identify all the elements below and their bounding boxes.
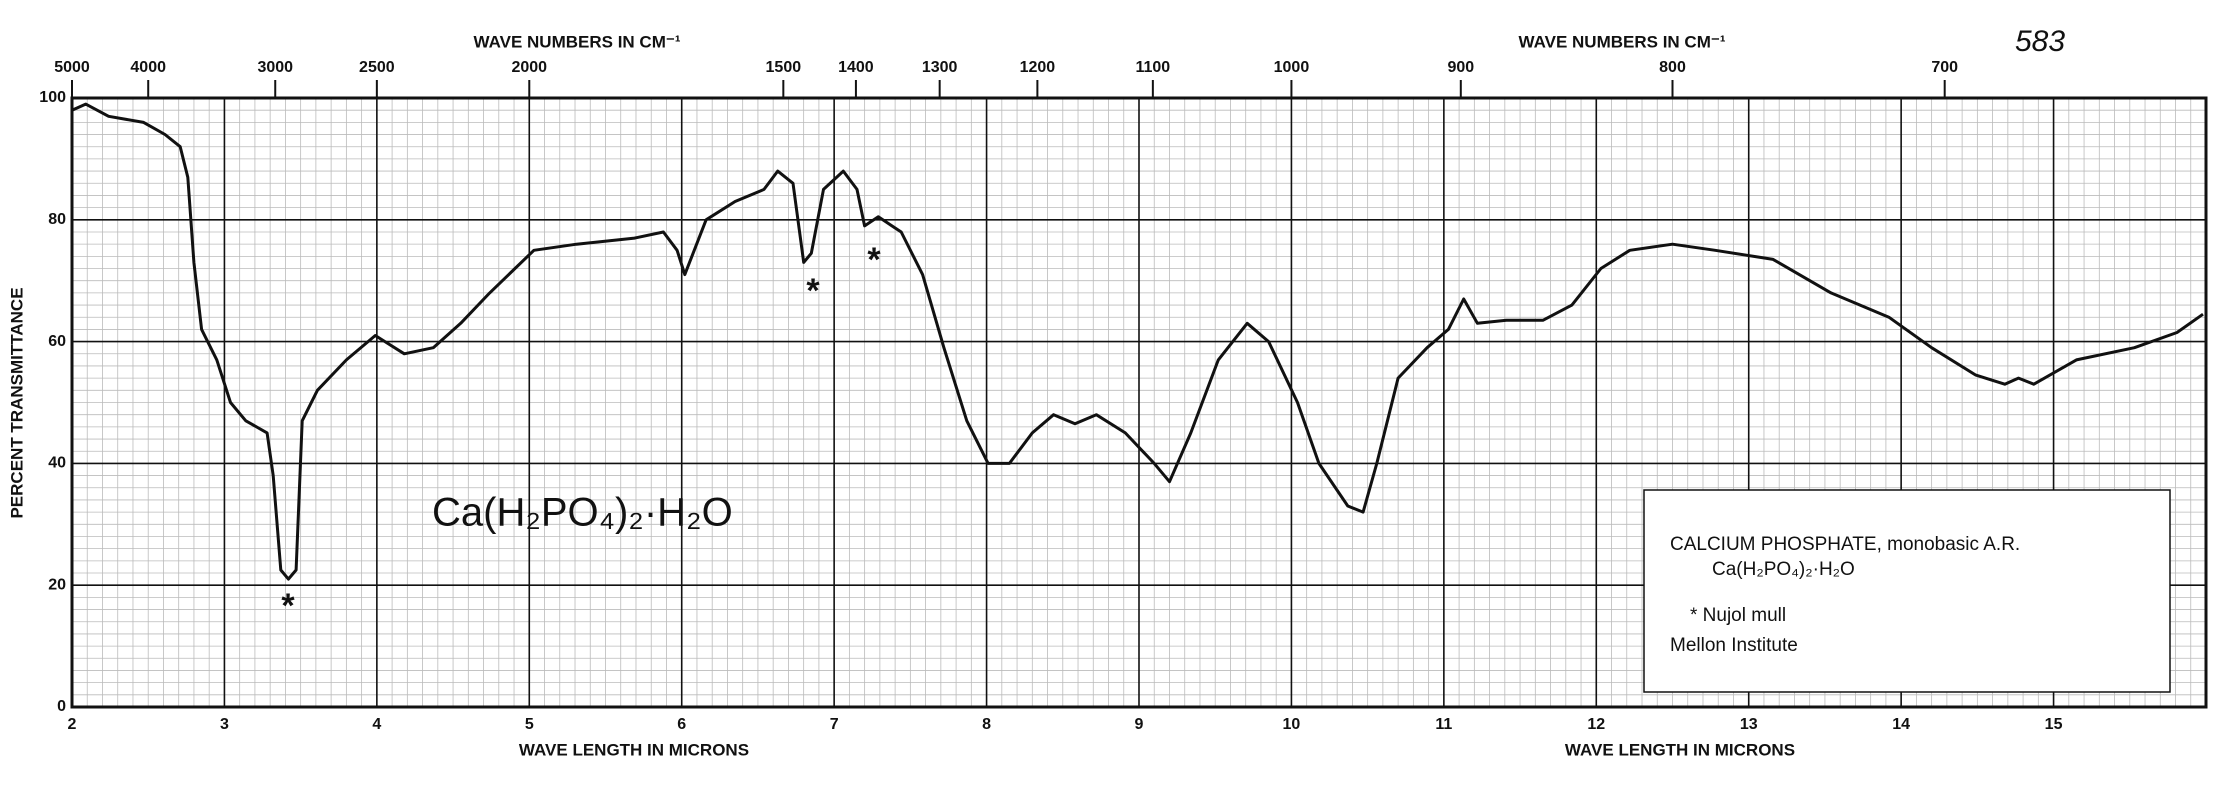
y-tick-label: 0 bbox=[57, 698, 66, 715]
x2-tick-label: 1300 bbox=[922, 59, 958, 76]
top-axis-title: WAVE NUMBERS IN CM⁻¹ bbox=[474, 32, 681, 51]
x-tick-label: 3 bbox=[220, 716, 229, 733]
asterisk: * bbox=[281, 587, 295, 625]
spectrum-line bbox=[71, 102, 2204, 581]
x2-tick-label: 1500 bbox=[766, 59, 802, 76]
x-tick-label: 9 bbox=[1135, 716, 1144, 733]
x2-tick-label: 5000 bbox=[54, 59, 90, 76]
x2-tick-label: 700 bbox=[1931, 59, 1958, 76]
x-tick-label: 8 bbox=[982, 716, 991, 733]
x-tick-label: 11 bbox=[1435, 716, 1452, 733]
legend-line: CALCIUM PHOSPHATE, monobasic A.R. bbox=[1670, 534, 2020, 555]
legend-line: * Nujol mull bbox=[1690, 605, 1786, 626]
x-tick-label: 13 bbox=[1740, 716, 1758, 733]
y-axis-title: PERCENT TRANSMITTANCE bbox=[7, 287, 26, 518]
x-axis-title: WAVE LENGTH IN MICRONS bbox=[519, 740, 749, 759]
plot-frame bbox=[70, 96, 2208, 709]
x2-tick-label: 1200 bbox=[1020, 59, 1056, 76]
legend-line: Ca(H₂PO₄)₂·H₂O bbox=[1712, 559, 1855, 580]
x-tick-label: 7 bbox=[830, 716, 839, 733]
legend-line: Mellon Institute bbox=[1670, 635, 1798, 656]
x2-tick-label: 1000 bbox=[1274, 59, 1310, 76]
y-tick-label: 80 bbox=[48, 211, 66, 228]
x-tick-label: 5 bbox=[525, 716, 534, 733]
x-tick-label: 6 bbox=[677, 716, 686, 733]
x-axis-title: WAVE LENGTH IN MICRONS bbox=[1565, 740, 1795, 759]
y-tick-label: 20 bbox=[48, 576, 66, 593]
x2-tick-label: 1100 bbox=[1135, 59, 1170, 76]
asterisk: * bbox=[806, 272, 820, 310]
y-tick-label: 100 bbox=[39, 89, 66, 106]
x2-tick-label: 900 bbox=[1447, 59, 1474, 76]
top-axis-title: WAVE NUMBERS IN CM⁻¹ bbox=[1519, 32, 1726, 51]
asterisk: * bbox=[867, 241, 881, 279]
x2-tick-label: 4000 bbox=[130, 59, 166, 76]
x2-tick-label: 3000 bbox=[257, 59, 293, 76]
x2-tick-label: 2500 bbox=[359, 59, 395, 76]
x2-tick-label: 2000 bbox=[511, 59, 547, 76]
legend-frame bbox=[1643, 489, 2171, 693]
x-tick-label: 2 bbox=[68, 716, 77, 733]
formula-annotation: Ca(H₂PO₄)₂·H₂O bbox=[432, 491, 733, 535]
y-tick-label: 40 bbox=[48, 455, 66, 472]
x-tick-label: 12 bbox=[1587, 716, 1605, 733]
x-tick-label: 15 bbox=[2045, 716, 2063, 733]
x-tick-label: 4 bbox=[372, 716, 381, 733]
legend-box: CALCIUM PHOSPHATE, monobasic A.R. Ca(H₂P… bbox=[1643, 489, 2171, 693]
x-tick-label: 14 bbox=[1892, 716, 1910, 733]
x-tick-label: 10 bbox=[1283, 716, 1301, 733]
x2-tick-label: 1400 bbox=[838, 59, 874, 76]
page-number: 583 bbox=[2015, 25, 2065, 58]
y-tick-label: 60 bbox=[48, 333, 66, 350]
x2-tick-label: 800 bbox=[1659, 59, 1686, 76]
plot-area: 0 20 40 60 80 100 2 3 4 5 6 7 8 9 10 11 12 13 14 15 5000 4000… bbox=[39, 59, 2208, 733]
